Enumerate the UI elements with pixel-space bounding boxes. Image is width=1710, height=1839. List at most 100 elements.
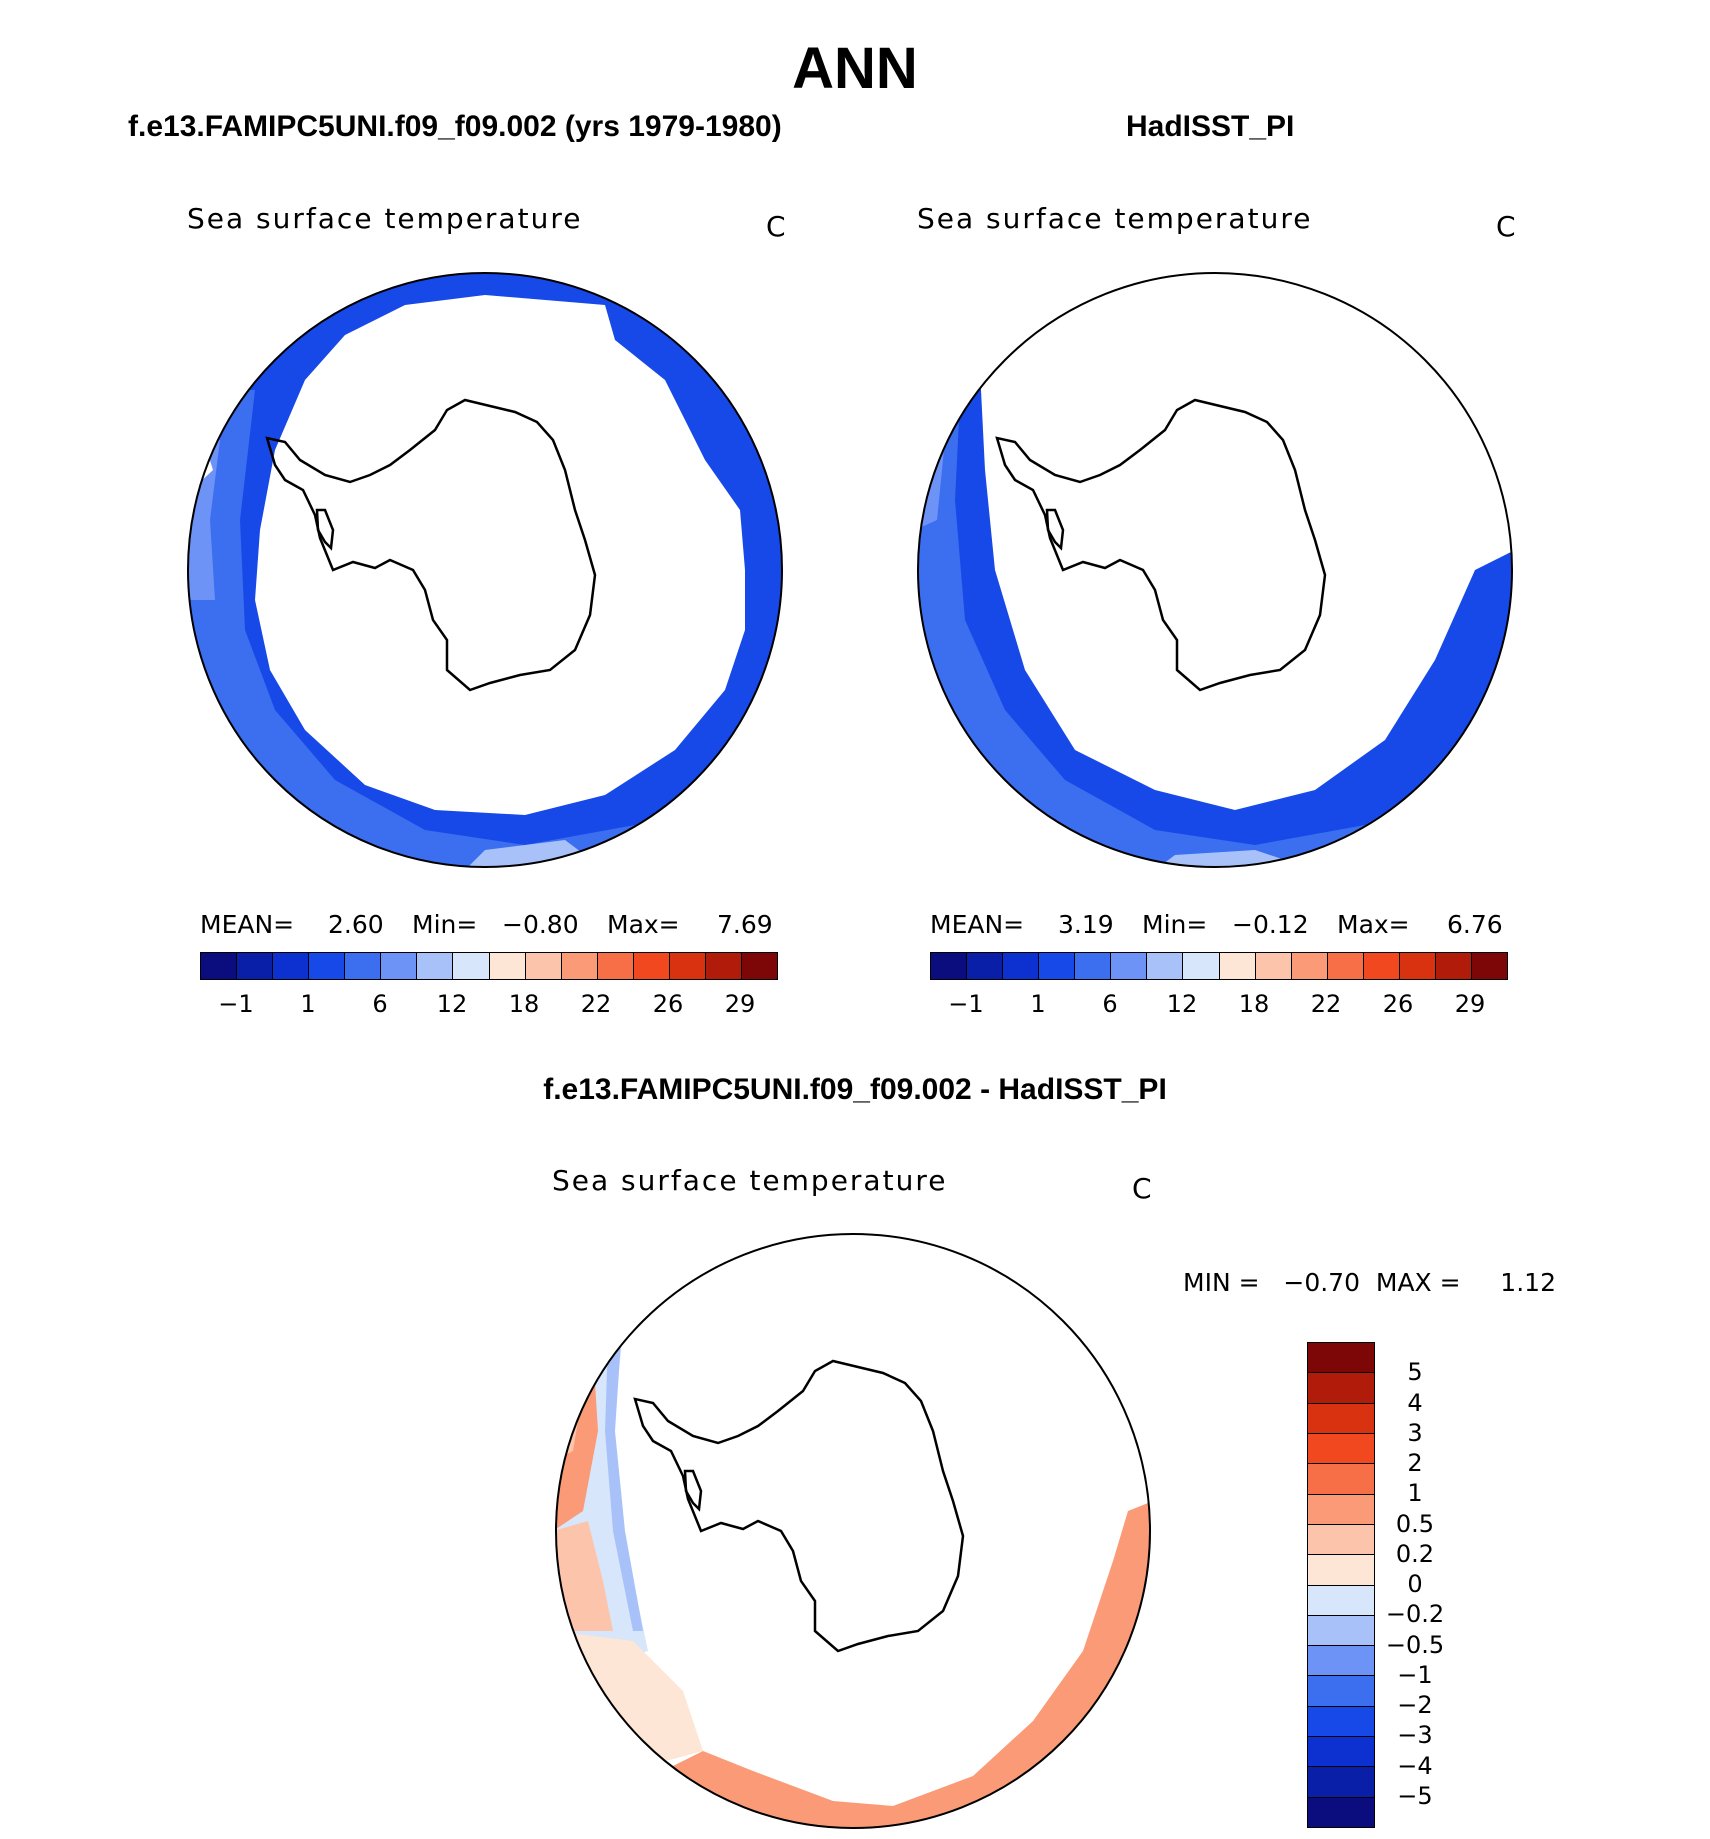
model-panel-title: f.e13.FAMIPC5UNI.f09_f09.002 (yrs 1979-1…	[128, 110, 782, 143]
colorbar-tick-label: 5	[1407, 1358, 1423, 1387]
colorbar-swatch	[1308, 1432, 1374, 1464]
colorbar-swatch	[1002, 953, 1039, 979]
colorbar-swatch	[966, 953, 1003, 979]
colorbar-tick-label: −0.2	[1385, 1600, 1445, 1629]
model-min-label: Min=	[412, 910, 478, 939]
obs-max-value: 6.76	[1447, 910, 1503, 939]
colorbar-swatch	[380, 953, 417, 979]
colorbar-tick-label: 4	[1407, 1388, 1423, 1417]
colorbar-swatch	[1182, 953, 1219, 979]
model-min-value: −0.80	[502, 910, 579, 939]
colorbar-tick-label: 22	[580, 990, 612, 1018]
diff-colorbar	[1307, 1342, 1375, 1828]
colorbar-tick-label: 0	[1407, 1570, 1423, 1598]
colorbar-swatch	[308, 953, 345, 979]
colorbar-swatch	[1326, 953, 1363, 979]
colorbar-swatch	[1308, 1766, 1374, 1797]
colorbar-tick-label: 6	[372, 990, 388, 1018]
model-mean-label: MEAN=	[200, 910, 295, 939]
diff-polar-map	[555, 1233, 1151, 1829]
colorbar-tick-label: −2	[1397, 1691, 1433, 1719]
colorbar-swatch	[1254, 953, 1291, 979]
obs-polar-map	[917, 272, 1513, 868]
colorbar-swatch	[704, 953, 741, 979]
colorbar-tick-label: 1	[300, 990, 316, 1018]
model-max-label: Max=	[607, 910, 680, 939]
colorbar-tick-label: 29	[724, 990, 756, 1018]
colorbar-tick-label: 6	[1102, 990, 1118, 1018]
colorbar-tick-label: 3	[1407, 1418, 1423, 1447]
colorbar-tick-label: 18	[508, 990, 540, 1018]
colorbar-swatch	[1074, 953, 1111, 979]
obs-mean-value: 3.19	[1058, 910, 1114, 939]
model-variable-label: Sea surface temperature	[187, 202, 583, 235]
colorbar-swatch	[524, 953, 561, 979]
colorbar-swatch	[668, 953, 705, 979]
colorbar-swatch	[1110, 953, 1147, 979]
obs-antarctica-outline	[995, 398, 1327, 692]
colorbar-tick-label: 1	[1030, 990, 1046, 1018]
obs-ocean-band	[918, 370, 1512, 867]
colorbar-tick-label: −4	[1397, 1751, 1433, 1780]
diff-cool2-region	[605, 1341, 643, 1631]
colorbar-swatch	[272, 953, 309, 979]
colorbar-tick-label: 2	[1407, 1449, 1423, 1477]
colorbar-tick-label: 0.5	[1395, 1509, 1435, 1538]
colorbar-swatch	[452, 953, 489, 979]
colorbar-swatch	[416, 953, 453, 979]
diff-units-label: C	[1132, 1172, 1154, 1205]
colorbar-swatch	[1218, 953, 1255, 979]
colorbar-tick-label: 26	[652, 990, 684, 1018]
colorbar-tick-label: −0.5	[1385, 1630, 1445, 1659]
colorbar-swatch	[740, 953, 777, 979]
obs-min-value: −0.12	[1232, 910, 1309, 939]
colorbar-swatch	[1146, 953, 1183, 979]
model-max-value: 7.69	[717, 910, 773, 939]
obs-min-label: Min=	[1142, 910, 1208, 939]
season-title: ANN	[792, 36, 918, 101]
colorbar-swatch	[488, 953, 525, 979]
obs-variable-label: Sea surface temperature	[917, 202, 1313, 235]
colorbar-swatch	[1290, 953, 1327, 979]
colorbar-swatch	[1308, 1372, 1374, 1403]
colorbar-swatch	[1038, 953, 1075, 979]
colorbar-swatch	[1308, 1645, 1374, 1676]
colorbar-swatch	[344, 953, 381, 979]
colorbar-tick-label: 12	[436, 990, 468, 1018]
colorbar-swatch	[1308, 1675, 1374, 1706]
obs-colorbar	[930, 952, 1508, 980]
colorbar-tick-label: 29	[1454, 990, 1486, 1018]
colorbar-tick-label: −1	[948, 990, 984, 1018]
colorbar-swatch	[1308, 1614, 1374, 1646]
colorbar-swatch	[1308, 1343, 1374, 1373]
model-colorbar	[200, 952, 778, 980]
colorbar-swatch	[1434, 953, 1471, 979]
colorbar-swatch	[560, 953, 597, 979]
colorbar-tick-label: 26	[1382, 990, 1414, 1018]
colorbar-tick-label: 0.2	[1395, 1539, 1435, 1568]
colorbar-swatch	[632, 953, 669, 979]
colorbar-tick-label: 22	[1310, 990, 1342, 1018]
model-antarctica-outline	[265, 398, 597, 692]
colorbar-swatch	[201, 953, 237, 979]
colorbar-swatch	[1308, 1493, 1374, 1524]
diff-panel-title: f.e13.FAMIPC5UNI.f09_f09.002 - HadISST_P…	[543, 1073, 1167, 1106]
colorbar-swatch	[1362, 953, 1399, 979]
colorbar-swatch	[1398, 953, 1435, 979]
colorbar-swatch	[1470, 953, 1507, 979]
model-polar-map	[187, 272, 783, 868]
colorbar-swatch	[1308, 1584, 1374, 1615]
colorbar-swatch	[236, 953, 273, 979]
colorbar-tick-label: −1	[218, 990, 254, 1018]
model-units-label: C	[766, 210, 788, 243]
obs-mean-label: MEAN=	[930, 910, 1025, 939]
obs-max-label: Max=	[1337, 910, 1410, 939]
colorbar-tick-label: −1	[1397, 1660, 1433, 1689]
colorbar-tick-label: −5	[1397, 1781, 1433, 1810]
colorbar-swatch	[1308, 1523, 1374, 1555]
obs-units-label: C	[1496, 210, 1518, 243]
colorbar-swatch	[931, 953, 967, 979]
colorbar-swatch	[1308, 1736, 1374, 1767]
diff-minmax-label: MIN = −0.70 MAX = 1.12	[1183, 1268, 1556, 1297]
colorbar-swatch	[1308, 1796, 1374, 1827]
